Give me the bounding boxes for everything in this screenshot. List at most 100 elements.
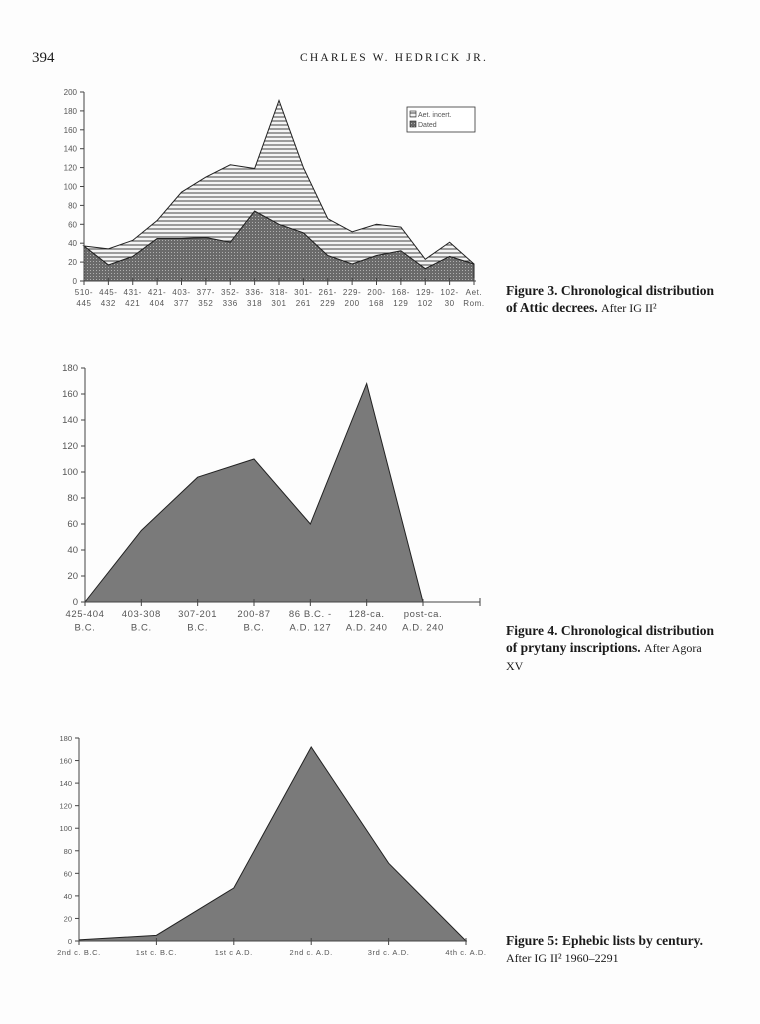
x-tick-label-line: Rom. [463,299,485,308]
y-tick-label: 180 [62,363,78,374]
x-tick-label-line: 301- [294,288,312,297]
x-tick-label-line: 229- [343,288,361,297]
x-tick-label-line: 425-404 [65,609,104,620]
x-tick-label: 510- 445 [75,288,93,308]
x-tick-label: 403- 377 [172,288,190,308]
x-tick-label: 377- 352 [197,288,215,308]
x-tick-label-line: B.C. [75,622,96,633]
y-tick-label: 140 [59,779,72,788]
x-tick-label-line: 129 [393,299,408,308]
x-tick-label-line: 200-87 [237,609,270,620]
x-tick-label: Aet. Rom. [463,288,485,308]
x-tick-label: 1st c A.D. [215,948,253,957]
y-tick-label: 160 [64,126,78,135]
x-tick-label: 229- 200 [343,288,361,308]
legend-swatch [409,110,417,118]
x-tick-label-line: 1st c. B.C. [136,948,177,957]
x-tick-label-line: B.C. [131,622,152,633]
y-tick-label: 120 [64,164,78,173]
x-tick-label-line: 102 [418,299,433,308]
x-tick-label-line: 200 [345,299,360,308]
figure-3-caption-source: After IG II² [600,301,657,315]
x-tick-label: 2nd c. A.D. [290,948,333,957]
x-tick-label-line: 4th c. A.D. [445,948,486,957]
figure-5-caption: Figure 5: Ephebic lists by century. Afte… [506,932,726,967]
x-tick-label-line: 200- [367,288,385,297]
y-tick-label: 200 [64,88,78,97]
y-tick-label: 140 [62,415,78,426]
x-tick-label-line: 421- [148,288,166,297]
figure-5-caption-source: After IG II² 1960–2291 [506,951,619,965]
y-tick-label: 60 [68,220,77,229]
y-tick-label: 0 [73,277,78,286]
x-tick-label: 128-ca. A.D. 240 [346,609,388,633]
x-tick-label: 307-201 B.C. [178,609,217,633]
x-tick-label-line: A.D. 240 [346,622,388,633]
x-tick-label-line: post-ca. [404,609,443,620]
y-tick-label: 80 [64,847,72,856]
y-tick-label: 100 [62,467,78,478]
x-tick-label-line: 377 [174,299,189,308]
x-tick-label: 421- 404 [148,288,166,308]
y-tick-label: 40 [64,892,72,901]
legend: Aet. incert. Dated [406,106,476,133]
legend-swatch [409,120,417,128]
figure-4-caption-title: Figure 4. Chronological distribution of … [506,623,715,655]
x-tick-label-line: 2nd c. A.D. [290,948,333,957]
y-tick-label: 100 [64,183,78,192]
x-tick-label-line: 86 B.C. - [289,609,332,620]
x-tick-label-line: 421 [125,299,140,308]
x-tick-label: 2nd c. B.C. [57,948,101,957]
y-tick-label: 160 [62,389,78,400]
x-tick-label-line: 2nd c. B.C. [57,948,101,957]
figure-4-caption: Figure 4. Chronological distribution of … [506,622,716,675]
y-tick-label: 0 [68,937,72,946]
area-series-aet-incert- [82,99,475,270]
x-tick-label-line: 404 [150,299,165,308]
y-tick-label: 40 [68,239,77,248]
y-tick-label: 20 [64,914,72,923]
x-tick-label-line: 102- [440,288,458,297]
figure-4-caption-source: After Agora XV [506,641,702,673]
x-tick-label-line: 128-ca. [349,609,385,620]
x-tick-label-line: 261- [319,288,337,297]
x-tick-label: 403-308 B.C. [122,609,161,633]
x-tick-label: 168- 129 [392,288,410,308]
x-tick-label: 4th c. A.D. [445,948,486,957]
x-tick-label-line: A.D. 127 [289,622,331,633]
y-tick-label: 160 [59,757,72,766]
x-tick-label-line: 403-308 [122,609,161,620]
x-tick-label-line: 377- [197,288,215,297]
page-number: 394 [32,50,55,66]
y-tick-label: 80 [68,201,77,210]
y-tick-label: 180 [64,107,78,116]
x-tick-label-line: 445 [76,299,91,308]
x-tick-label-line: 3rd c. A.D. [368,948,410,957]
x-tick-label-line: 129- [416,288,434,297]
area-series [83,381,424,603]
x-tick-label-line: 1st c A.D. [215,948,253,957]
area-series [78,746,468,942]
x-tick-label-line: Aet. [466,288,483,297]
running-head: CHARLES W. HEDRICK JR. [300,52,489,64]
y-tick-label: 20 [67,571,78,582]
x-tick-label: post-ca. A.D. 240 [402,609,444,633]
x-tick-label-line: 168- [392,288,410,297]
chart-5: 0 20 40 60 80 100 120 140 160 180 2nd c. B.C. 1st c… [57,734,486,957]
y-tick-label: 120 [59,802,72,811]
y-tick-label: 40 [67,545,78,556]
x-tick-label-line: 301 [271,299,286,308]
x-tick-label-line: 318 [247,299,262,308]
x-tick-label-line: 510- [75,288,93,297]
x-tick-label: 129- 102 [416,288,434,308]
y-tick-label: 0 [73,597,78,608]
x-tick-label-line: A.D. 240 [402,622,444,633]
x-tick-label-line: 261 [296,299,311,308]
x-tick-label: 1st c. B.C. [136,948,177,957]
x-tick-label-line: 168 [369,299,384,308]
x-tick-label-line: 336- [245,288,263,297]
x-tick-label-line: 352- [221,288,239,297]
figure-3-caption: Figure 3. Chronological distribution of … [506,282,716,317]
